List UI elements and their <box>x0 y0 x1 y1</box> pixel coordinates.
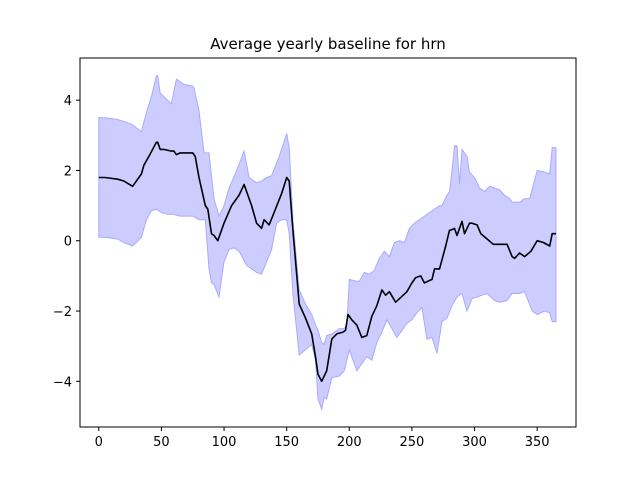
y-tick-label: 0 <box>64 235 72 250</box>
x-tick-label: 200 <box>337 435 362 450</box>
y-tick-label: 4 <box>64 94 72 109</box>
x-tick-label: 250 <box>400 435 425 450</box>
x-tick-label: 300 <box>462 435 487 450</box>
y-tick-label: 2 <box>64 164 72 179</box>
x-tick-label: 100 <box>212 435 237 450</box>
confidence-band <box>98 75 557 412</box>
plot-area <box>98 75 557 412</box>
x-tick-label: 50 <box>153 435 170 450</box>
y-tick-label: −2 <box>53 305 72 320</box>
chart-title: Average yearly baseline for hrn <box>210 35 446 53</box>
axes: 0 50 100 150 200 250 300 350 −4 −2 0 2 4 <box>53 57 577 450</box>
x-tick-label: 350 <box>525 435 550 450</box>
plot-frame <box>79 57 577 428</box>
x-tick-label: 0 <box>95 435 103 450</box>
mean-line <box>98 141 556 383</box>
x-tick-label: 150 <box>274 435 299 450</box>
y-tick-label: −4 <box>53 375 72 390</box>
